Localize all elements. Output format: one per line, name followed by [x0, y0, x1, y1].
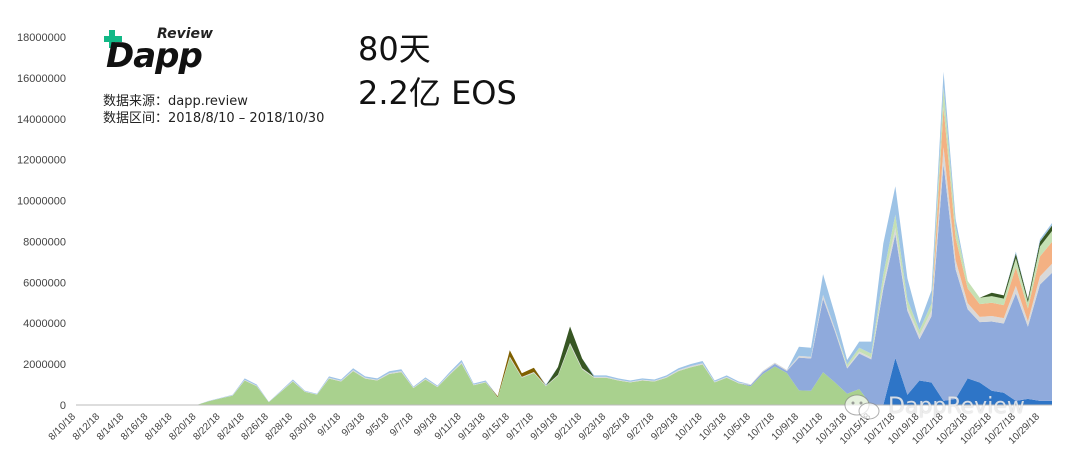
watermark-text: DappReview — [888, 394, 1025, 419]
y-axis: 0 2000000 4000000 6000000 8000000 10000000 120… — [17, 32, 66, 412]
watermark: DappReview — [842, 392, 1052, 422]
y-tick-label: 2000000 — [23, 359, 66, 371]
area-series — [76, 71, 1052, 406]
dapp-review-logo: Review Dapp — [100, 26, 213, 76]
y-tick-label: 10000000 — [17, 196, 66, 208]
logo-dapp-text: Dapp — [106, 36, 203, 76]
logo-review-text: Review — [157, 26, 213, 42]
y-tick-label: 6000000 — [23, 277, 66, 289]
x-tick-label: 9/7/18 — [388, 411, 416, 439]
area-series-green — [76, 344, 1052, 405]
days-count: 80天 — [358, 30, 431, 68]
y-tick-label: 0 — [60, 400, 66, 412]
area-series-blue — [76, 163, 1052, 405]
y-tick-label: 18000000 — [17, 32, 66, 44]
x-tick-label: 9/1/18 — [316, 411, 344, 439]
x-tick-label: 8/30/18 — [288, 411, 320, 443]
logo-mark-vertical — [109, 30, 115, 48]
x-tick-label: 9/5/18 — [364, 411, 392, 439]
y-tick-label: 14000000 — [17, 114, 66, 126]
wechat-icon — [844, 394, 880, 420]
y-tick-label: 4000000 — [23, 318, 66, 330]
total-volume: 2.2亿 EOS — [358, 74, 517, 112]
y-tick-label: 8000000 — [23, 236, 66, 248]
data-source-text: 数据来源：dapp.review — [103, 94, 248, 109]
y-tick-label: 12000000 — [17, 155, 66, 167]
y-tick-label: 16000000 — [17, 73, 66, 85]
area-series-dark-blue — [76, 357, 1052, 405]
data-range-text: 数据区间：2018/8/10 – 2018/10/30 — [103, 111, 325, 126]
x-tick-label: 9/3/18 — [340, 411, 368, 439]
